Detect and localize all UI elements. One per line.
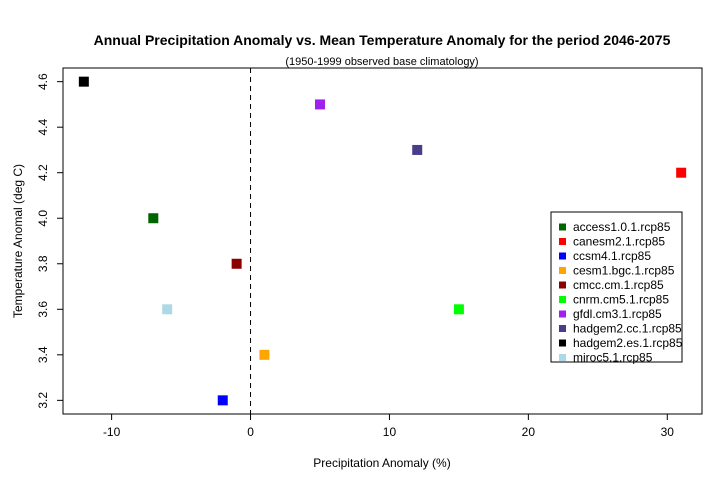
x-tick-label: 30 — [661, 425, 675, 439]
legend-label: hadgem2.cc.1.rcp85 — [573, 322, 682, 336]
point-gfdl.cm3.1.rcp85 — [314, 99, 325, 110]
x-tick-label: 10 — [383, 425, 397, 439]
y-tick-label: 3.8 — [36, 255, 50, 272]
legend-swatch — [559, 310, 566, 318]
plot-frame — [62, 67, 703, 415]
legend: access1.0.1.rcp85canesm2.1.rcp85ccsm4.1.… — [550, 211, 683, 365]
point-hadgem2.cc.1.rcp85 — [412, 144, 423, 155]
point-access1.0.1.rcp85 — [148, 213, 159, 224]
y-tick-label: 4.0 — [36, 210, 50, 227]
chart-subtitle: (1950-1999 observed base climatology) — [285, 56, 478, 68]
y-tick-label: 4.6 — [36, 73, 50, 90]
chart-title: Annual Precipitation Anomaly vs. Mean Te… — [94, 32, 671, 48]
legend-swatch — [559, 354, 566, 361]
point-canesm2.1.rcp85 — [676, 167, 687, 178]
y-tick-label: 3.4 — [36, 346, 50, 363]
data-points — [78, 76, 687, 406]
legend-label: cnrm.cm5.1.rcp85 — [573, 293, 669, 307]
y-tick-label: 3.6 — [36, 301, 50, 318]
y-axis: 3.2 3.4 3.6 3.8 4.0 4.2 4.4 4.6 — [36, 73, 63, 409]
y-tick-label: 3.2 — [36, 392, 50, 409]
legend-label: ccsm4.1.rcp85 — [573, 249, 651, 263]
legend-swatch — [559, 238, 566, 245]
point-ccsm4.1.rcp85 — [217, 395, 228, 406]
legend-label: cesm1.bgc.1.rcp85 — [573, 264, 675, 278]
x-tick-label: 0 — [247, 425, 254, 439]
x-axis: -10 0 10 20 30 — [103, 414, 674, 439]
point-cesm1.bgc.1.rcp85 — [259, 349, 270, 360]
point-miroc5.1.rcp85 — [162, 304, 173, 315]
y-tick-label: 4.4 — [36, 119, 50, 136]
point-hadgem2.es.1.rcp85 — [78, 76, 89, 87]
legend-swatch — [559, 325, 566, 332]
point-cmcc.cm.1.rcp85 — [231, 258, 242, 269]
point-cnrm.cm5.1.rcp85 — [453, 304, 464, 315]
y-tick-label: 4.2 — [36, 164, 50, 181]
legend-label: miroc5.1.rcp85 — [573, 351, 653, 365]
legend-label: gfdl.cm3.1.rcp85 — [573, 307, 662, 321]
legend-label: hadgem2.es.1.rcp85 — [573, 336, 683, 350]
y-axis-label: Temperature Anomal (deg C) — [11, 164, 25, 318]
legend-swatch — [559, 267, 566, 274]
x-tick-label: -10 — [103, 425, 121, 439]
x-tick-label: 20 — [522, 425, 536, 439]
legend-box — [550, 211, 683, 363]
legend-swatch — [559, 252, 566, 260]
legend-swatch — [559, 296, 566, 303]
legend-label: access1.0.1.rcp85 — [573, 220, 671, 234]
legend-label: cmcc.cm.1.rcp85 — [573, 278, 664, 292]
legend-swatch — [559, 339, 566, 347]
x-axis-label: Precipitation Anomaly (%) — [313, 456, 450, 470]
legend-swatch — [559, 223, 566, 231]
legend-swatch — [559, 281, 566, 289]
legend-label: canesm2.1.rcp85 — [573, 235, 665, 249]
